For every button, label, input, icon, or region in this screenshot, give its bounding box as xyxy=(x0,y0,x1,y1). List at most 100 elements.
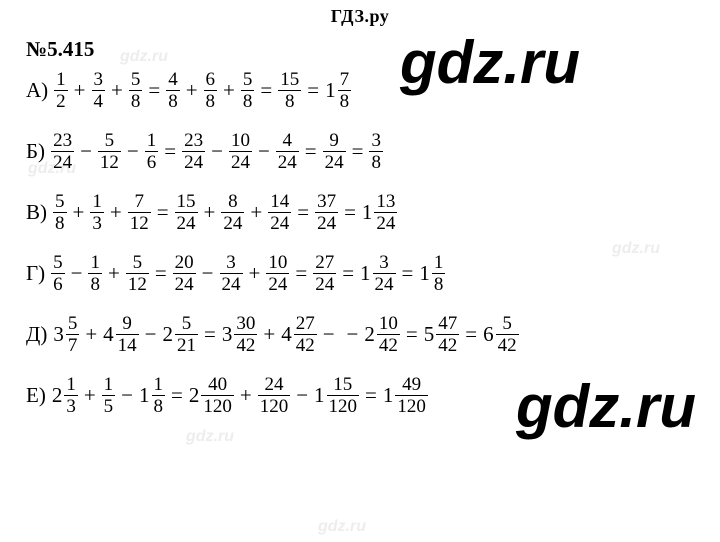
operator: + xyxy=(74,78,86,103)
numerator: 30 xyxy=(234,314,257,334)
operator: = xyxy=(260,78,272,103)
operator: = xyxy=(342,261,354,286)
operator: = xyxy=(305,139,317,164)
fraction: 58 xyxy=(129,70,143,111)
denominator: 24 xyxy=(51,152,74,172)
fraction: 1324 xyxy=(374,192,397,233)
fraction: 324 xyxy=(373,253,396,294)
whole-part: 3 xyxy=(53,322,64,347)
fraction: 2742 xyxy=(294,314,317,355)
operator: − xyxy=(121,383,133,408)
whole-part: 1 xyxy=(314,383,325,408)
operator: − xyxy=(211,139,223,164)
expression: 58+13+712=1524+824+1424=3724=11324 xyxy=(53,192,397,233)
equation-line: Б)2324−512−16=2324−1024−424=924=38 xyxy=(26,131,720,172)
numerator: 27 xyxy=(294,314,317,334)
numerator: 1 xyxy=(432,253,446,273)
numerator: 9 xyxy=(327,131,341,151)
denominator: 8 xyxy=(88,274,102,294)
operator: = xyxy=(465,322,477,347)
operator: + xyxy=(84,383,96,408)
operator: − xyxy=(323,322,335,347)
denominator: 120 xyxy=(201,396,234,416)
denominator: 21 xyxy=(175,335,198,355)
mixed-number: 1324 xyxy=(360,253,396,294)
numerator: 1 xyxy=(102,375,116,395)
whole-part: 6 xyxy=(483,322,494,347)
denominator: 24 xyxy=(268,213,291,233)
problem-number: №5.415 xyxy=(26,37,720,62)
operator: − xyxy=(202,261,214,286)
operator: + xyxy=(73,200,85,225)
fraction: 3724 xyxy=(315,192,338,233)
mixed-number: 118 xyxy=(419,253,445,294)
fraction: 324 xyxy=(220,253,243,294)
whole-part: 1 xyxy=(360,261,371,286)
operator: = xyxy=(204,322,216,347)
whole-part: 2 xyxy=(52,383,63,408)
operator: + xyxy=(223,78,235,103)
whole-part: 4 xyxy=(103,322,114,347)
mixed-number: 4914 xyxy=(103,314,139,355)
fraction: 12 xyxy=(54,70,68,111)
operator: − xyxy=(258,139,270,164)
fraction: 57 xyxy=(66,314,80,355)
denominator: 2 xyxy=(54,91,68,111)
denominator: 24 xyxy=(374,213,397,233)
numerator: 8 xyxy=(226,192,240,212)
numerator: 3 xyxy=(377,253,391,273)
operator: − xyxy=(296,383,308,408)
numerator: 3 xyxy=(92,70,106,90)
site-name: ГДЗ.ру xyxy=(331,6,389,26)
fraction: 56 xyxy=(51,253,65,294)
denominator: 24 xyxy=(266,274,289,294)
line-letter: В) xyxy=(26,200,47,225)
operator: + xyxy=(111,78,123,103)
whole-part: 2 xyxy=(189,383,200,408)
fraction: 40120 xyxy=(201,375,234,416)
whole-part: 3 xyxy=(222,322,233,347)
denominator: 120 xyxy=(327,396,360,416)
denominator: 24 xyxy=(221,213,244,233)
denominator: 7 xyxy=(66,335,80,355)
numerator: 5 xyxy=(103,131,117,151)
line-letter: А) xyxy=(26,78,48,103)
numerator: 5 xyxy=(53,192,67,212)
denominator: 12 xyxy=(128,213,151,233)
numerator: 15 xyxy=(331,375,354,395)
operator: = xyxy=(406,322,418,347)
numerator: 1 xyxy=(88,253,102,273)
numerator: 15 xyxy=(278,70,301,90)
fraction: 924 xyxy=(323,131,346,172)
denominator: 120 xyxy=(395,396,428,416)
numerator: 24 xyxy=(262,375,285,395)
fraction: 16 xyxy=(145,131,159,172)
operator: + xyxy=(249,261,261,286)
numerator: 1 xyxy=(64,375,78,395)
denominator: 8 xyxy=(204,91,218,111)
operator: = xyxy=(155,261,167,286)
denominator: 8 xyxy=(152,396,166,416)
numerator: 4 xyxy=(281,131,295,151)
whole-part: 4 xyxy=(281,322,292,347)
fraction: 13 xyxy=(90,192,104,233)
denominator: 8 xyxy=(241,91,255,111)
mixed-number: 213 xyxy=(52,375,78,416)
fraction: 542 xyxy=(496,314,519,355)
mixed-number: 2521 xyxy=(163,314,199,355)
operator: = xyxy=(365,383,377,408)
fraction: 68 xyxy=(204,70,218,111)
fraction: 18 xyxy=(88,253,102,294)
equation-line: А)12+34+58=48+68+58=158=178 xyxy=(26,70,720,111)
denominator: 14 xyxy=(116,335,139,355)
denominator: 24 xyxy=(220,274,243,294)
numerator: 47 xyxy=(436,314,459,334)
denominator: 24 xyxy=(182,152,205,172)
expression: 56−18+512=2024−324+1024=2724=1324=118 xyxy=(51,253,445,294)
denominator: 24 xyxy=(313,274,336,294)
operator: = xyxy=(157,200,169,225)
denominator: 24 xyxy=(229,152,252,172)
fraction: 24120 xyxy=(258,375,291,416)
fraction: 512 xyxy=(126,253,149,294)
numerator: 5 xyxy=(131,253,145,273)
